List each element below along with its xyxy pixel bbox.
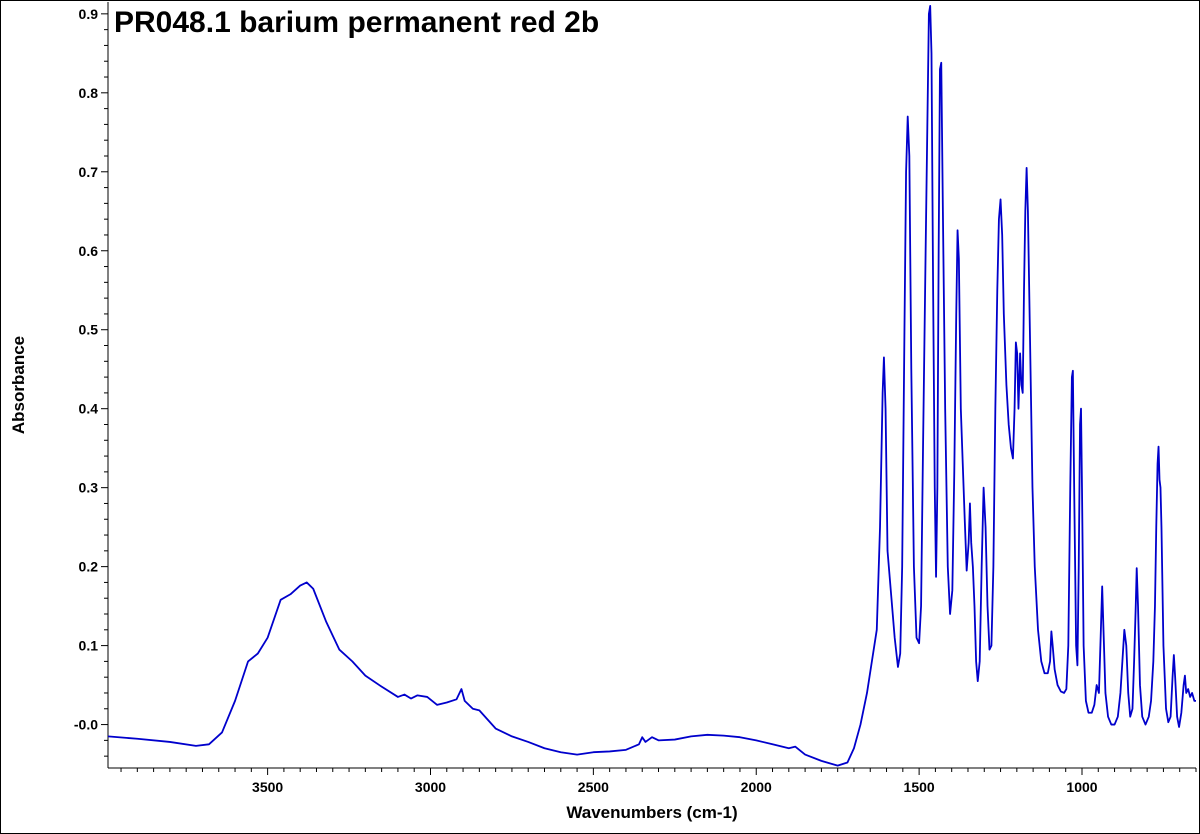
series-line <box>107 5 1196 767</box>
y-tick-label: 0.5 <box>79 322 99 338</box>
y-tick-label: 0.1 <box>79 638 99 654</box>
series-group <box>107 5 1196 767</box>
y-tick-label: 0.4 <box>79 401 99 417</box>
x-tick-label: 2000 <box>741 779 772 795</box>
x-tick-label: 1500 <box>904 779 935 795</box>
y-tick-label: -0.0 <box>74 717 98 733</box>
y-tick-label: 0.3 <box>79 480 99 496</box>
x-axis-label: Wavenumbers (cm-1) <box>566 803 738 822</box>
x-tick-label: 3000 <box>415 779 446 795</box>
y-tick-label: 0.9 <box>79 6 99 22</box>
chart-title: PR048.1 barium permanent red 2b <box>114 6 600 39</box>
y-tick-label: 0.6 <box>79 243 99 259</box>
y-tick-label: 0.8 <box>79 85 99 101</box>
axes: 3500 3000 2500 2000 1500 1000 -0.0 0.1 0.2 0.3 0.4… <box>74 2 1197 795</box>
x-tick-label: 1000 <box>1066 779 1097 795</box>
x-tick-label: 3500 <box>252 779 283 795</box>
x-tick-label: 2500 <box>578 779 609 795</box>
y-tick-label: 0.7 <box>79 164 99 180</box>
y-tick-label: 0.2 <box>79 559 99 575</box>
